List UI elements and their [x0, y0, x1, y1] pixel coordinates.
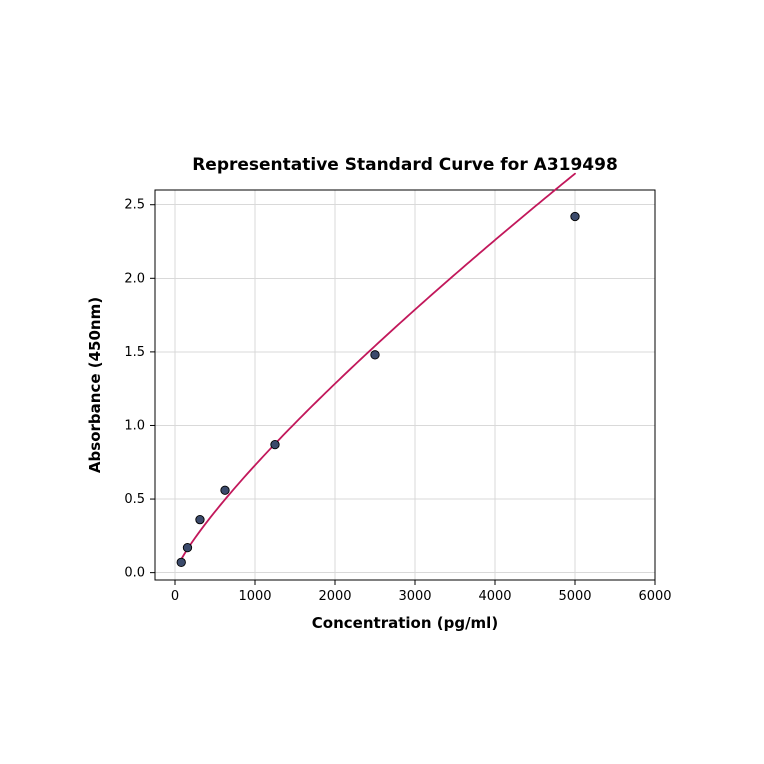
data-point	[571, 212, 579, 220]
ytick-label: 2.0	[124, 271, 145, 286]
data-point	[221, 486, 229, 494]
standard-curve-chart: 0 1000 2000 3000 4000 5000 6000 0.0 0.5 1.0 1.5 2.0…	[0, 0, 764, 764]
xtick-label: 3000	[398, 589, 431, 604]
xtick-label: 0	[171, 589, 179, 604]
xtick-label: 6000	[638, 589, 671, 604]
data-point	[196, 515, 204, 523]
xtick-label: 2000	[318, 589, 351, 604]
xtick-label: 4000	[478, 589, 511, 604]
plot-frame	[155, 190, 655, 580]
data-point	[371, 351, 379, 359]
data-point	[271, 440, 279, 448]
chart-container: 0 1000 2000 3000 4000 5000 6000 0.0 0.5 1.0 1.5 2.0…	[0, 0, 764, 764]
chart-title: Representative Standard Curve for A31949…	[192, 155, 618, 175]
y-axis-label: Absorbance (450nm)	[86, 297, 104, 473]
data-point	[183, 543, 191, 551]
xtick-label: 5000	[558, 589, 591, 604]
ytick-label: 0.5	[124, 492, 145, 507]
ytick-label: 2.5	[124, 198, 145, 213]
fitted-curve	[181, 174, 575, 560]
ytick-label: 1.5	[124, 345, 145, 360]
x-axis-label: Concentration (pg/ml)	[312, 614, 498, 632]
ytick-label: 1.0	[124, 418, 145, 433]
ytick-label: 0.0	[124, 566, 145, 581]
xtick-label: 1000	[238, 589, 271, 604]
data-point	[177, 558, 185, 566]
